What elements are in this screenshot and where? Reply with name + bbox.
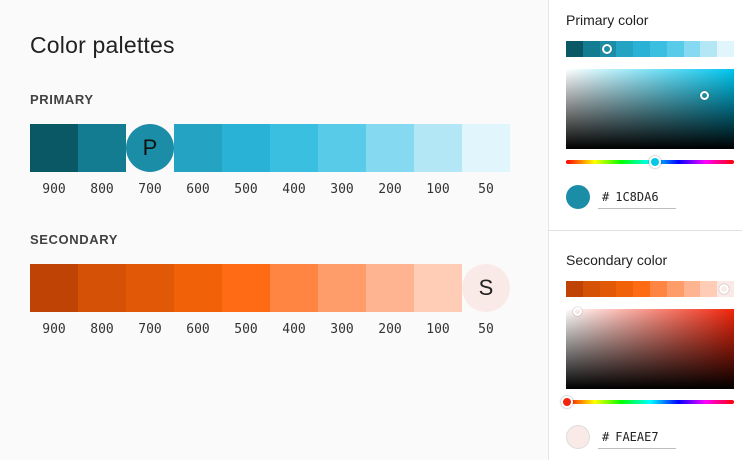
primary-shade-label-200: 200 — [378, 182, 402, 197]
secondary-saturation-picker[interactable] — [566, 307, 734, 389]
primary-saturation-picker[interactable] — [566, 69, 734, 149]
secondary-swatch-600[interactable] — [174, 264, 222, 312]
primary-swatch-400[interactable] — [270, 124, 318, 172]
secondary-shade-label-400: 400 — [282, 322, 306, 337]
secondary-shade-label-200: 200 — [378, 322, 402, 337]
primary-shade-label-500: 500 — [234, 182, 258, 197]
primary-swatch-300[interactable] — [318, 124, 366, 172]
page-title: Color palettes — [30, 32, 175, 58]
secondary-mini-swatch-500[interactable] — [633, 281, 650, 297]
panel-divider — [549, 230, 742, 231]
secondary-shade-label-700: 700 — [138, 322, 162, 337]
primary-mini-swatch-300[interactable] — [666, 41, 684, 57]
primary-shade-label-100: 100 — [426, 182, 450, 197]
secondary-swatch-200[interactable] — [366, 264, 414, 312]
primary-shade-label-700: 700 — [138, 182, 162, 197]
secondary-swatch-900[interactable] — [30, 264, 78, 312]
primary-color-title: Primary color — [566, 12, 649, 28]
primary-section-label: PRIMARY — [30, 92, 94, 107]
secondary-mini-swatch-800[interactable] — [582, 281, 600, 297]
primary-shade-label-900: 900 — [42, 182, 66, 197]
secondary-hue-handle[interactable] — [561, 396, 573, 408]
secondary-hex-value: FAEAE7 — [615, 429, 659, 444]
secondary-mini-swatch-100[interactable] — [700, 281, 718, 297]
secondary-mini-swatch-200[interactable] — [683, 281, 701, 297]
primary-mini-swatch-800[interactable] — [582, 41, 600, 57]
secondary-mini-swatch-400[interactable] — [649, 281, 667, 297]
secondary-mini-selection-marker — [719, 284, 730, 294]
primary-shade-label-50: 50 — [478, 182, 494, 197]
primary-shade-label-600: 600 — [186, 182, 210, 197]
secondary-saturation-handle[interactable] — [573, 307, 582, 316]
primary-mini-selection-marker — [601, 44, 612, 54]
primary-swatch-200[interactable] — [366, 124, 414, 172]
primary-mini-swatch-50[interactable] — [717, 41, 734, 57]
primary-mini-palette[interactable] — [566, 41, 734, 57]
primary-swatch-100[interactable] — [414, 124, 462, 172]
primary-mini-swatch-600[interactable] — [616, 41, 634, 57]
secondary-mini-swatch-50[interactable] — [717, 281, 734, 297]
primary-mini-swatch-400[interactable] — [649, 41, 667, 57]
secondary-color-preview — [566, 425, 590, 449]
secondary-hue-slider[interactable] — [561, 396, 734, 408]
primary-mini-swatch-100[interactable] — [700, 41, 718, 57]
secondary-swatch-400[interactable] — [270, 264, 318, 312]
primary-mini-swatch-500[interactable] — [633, 41, 650, 57]
secondary-hex-input[interactable]: # FAEAE7 — [598, 425, 676, 449]
secondary-section-label: SECONDARY — [30, 232, 118, 247]
secondary-shade-label-900: 900 — [42, 322, 66, 337]
secondary-swatch-700[interactable] — [126, 264, 174, 312]
primary-swatch-900[interactable] — [30, 124, 78, 172]
primary-swatch-50[interactable] — [462, 124, 510, 172]
secondary-shade-label-500: 500 — [234, 322, 258, 337]
primary-shade-label-400: 400 — [282, 182, 306, 197]
secondary-selected-letter: S — [478, 275, 494, 300]
primary-swatch-800[interactable] — [78, 124, 126, 172]
hash-symbol: # — [602, 429, 610, 444]
primary-mini-swatch-700[interactable] — [599, 41, 617, 57]
secondary-shade-labels: 900 800 700 600 500 400 300 200 100 50 — [30, 322, 510, 337]
secondary-shade-label-600: 600 — [186, 322, 210, 337]
secondary-shade-label-50: 50 — [478, 322, 494, 337]
primary-color-preview — [566, 185, 590, 209]
primary-hex-value: 1C8DA6 — [615, 189, 659, 204]
primary-swatch-500[interactable] — [222, 124, 270, 172]
secondary-swatch-100[interactable] — [414, 264, 462, 312]
secondary-mini-swatch-300[interactable] — [666, 281, 684, 297]
primary-mini-swatch-200[interactable] — [683, 41, 701, 57]
primary-selected-letter: P — [142, 135, 158, 160]
color-picker-panel: Primary color # 1C8DA6 Secondary color #… — [548, 0, 742, 460]
primary-hex-input[interactable]: # 1C8DA6 — [598, 185, 676, 209]
secondary-swatch-row: S — [30, 264, 510, 312]
primary-shade-label-300: 300 — [330, 182, 354, 197]
primary-swatch-600[interactable] — [174, 124, 222, 172]
secondary-shade-label-100: 100 — [426, 322, 450, 337]
secondary-swatch-800[interactable] — [78, 264, 126, 312]
secondary-swatch-300[interactable] — [318, 264, 366, 312]
primary-hue-handle[interactable] — [649, 156, 661, 168]
primary-shade-label-800: 800 — [90, 182, 114, 197]
primary-saturation-handle[interactable] — [700, 91, 709, 100]
secondary-mini-swatch-600[interactable] — [616, 281, 634, 297]
secondary-swatch-50[interactable]: S — [462, 264, 510, 312]
secondary-swatch-500[interactable] — [222, 264, 270, 312]
secondary-color-title: Secondary color — [566, 252, 668, 268]
secondary-shade-label-300: 300 — [330, 322, 354, 337]
secondary-mini-swatch-700[interactable] — [599, 281, 617, 297]
primary-swatch-row: P — [30, 124, 510, 172]
primary-mini-swatch-900[interactable] — [566, 41, 583, 57]
palette-area: Color palettes PRIMARY P 900 800 700 600 500… — [30, 32, 510, 337]
secondary-mini-swatch-900[interactable] — [566, 281, 583, 297]
hash-symbol: # — [602, 189, 610, 204]
secondary-mini-palette[interactable] — [566, 281, 734, 297]
primary-hue-slider[interactable] — [566, 156, 734, 168]
primary-swatch-700[interactable]: P — [126, 124, 174, 172]
secondary-shade-label-800: 800 — [90, 322, 114, 337]
primary-shade-labels: 900 800 700 600 500 400 300 200 100 50 — [30, 182, 510, 197]
